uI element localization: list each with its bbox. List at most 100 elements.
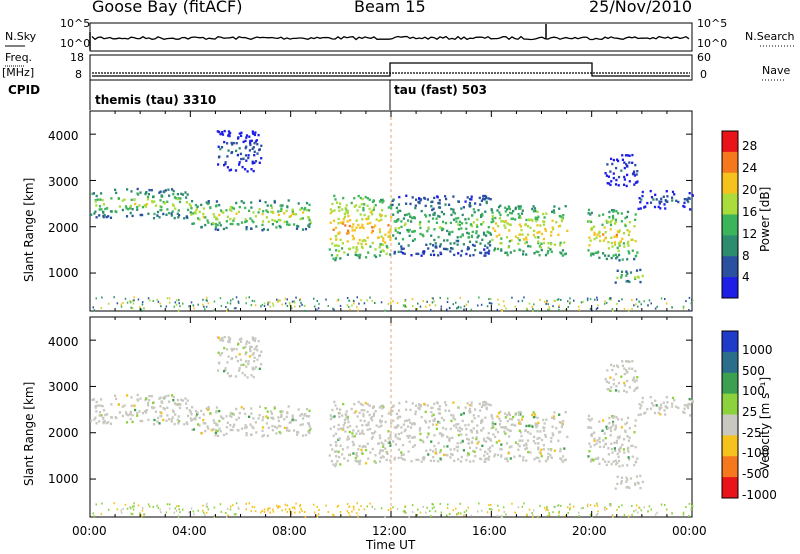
power-cell	[623, 175, 626, 179]
velocity-cell	[615, 441, 618, 444]
power-cell	[453, 212, 457, 215]
power-cell	[190, 207, 193, 210]
power-cell	[467, 232, 470, 235]
velocity-cell	[553, 411, 556, 414]
velocity-cell	[483, 439, 486, 442]
velocity-cell	[167, 394, 170, 397]
velocity-cell	[514, 424, 517, 427]
velocity-cell	[101, 502, 103, 505]
velocity-cell	[347, 437, 350, 441]
velocity-cell	[639, 407, 642, 410]
velocity-cell	[389, 459, 392, 462]
velocity-cell	[500, 515, 503, 518]
power-cell	[636, 275, 640, 278]
velocity-cell	[366, 505, 368, 508]
velocity-cell	[308, 415, 311, 418]
velocity-cell	[639, 474, 642, 478]
velocity-cell	[338, 455, 341, 459]
power-cell	[353, 300, 355, 303]
power-cell	[254, 131, 257, 134]
power-cell	[480, 303, 483, 306]
velocity-cell	[517, 411, 520, 414]
power-cell	[409, 202, 412, 206]
velocity-cell	[384, 420, 387, 424]
power-cell	[328, 248, 331, 251]
velocity-cell	[683, 411, 686, 415]
velocity-cell	[480, 429, 483, 432]
power-cell	[532, 233, 535, 237]
velocity-cell	[227, 336, 230, 339]
velocity-cell	[419, 405, 422, 408]
power-cell	[371, 226, 374, 229]
power-cell	[682, 307, 685, 310]
power-cell	[250, 227, 253, 230]
velocity-cell	[238, 338, 241, 341]
velocity-cell	[255, 345, 258, 348]
velocity-cell	[506, 420, 509, 423]
power-cell	[622, 232, 626, 235]
power-cell	[382, 237, 385, 240]
velocity-cell	[634, 445, 637, 449]
power-cell	[240, 200, 243, 203]
velocity-cell	[269, 507, 271, 510]
power-cell	[448, 231, 451, 234]
power-cell	[226, 301, 229, 304]
velocity-cell	[301, 509, 303, 512]
velocity-cell	[178, 406, 182, 410]
velocity-cell	[488, 455, 491, 458]
power-cell	[625, 163, 628, 166]
velocity-cell	[484, 416, 487, 419]
velocity-cell	[616, 508, 618, 511]
power-cell	[664, 199, 667, 202]
velocity-cell	[490, 508, 493, 511]
velocity-cell	[191, 406, 194, 409]
velocity-cell	[481, 418, 484, 422]
velocity-cell	[366, 428, 369, 431]
velocity-cell	[528, 424, 531, 427]
power-cell	[391, 203, 394, 207]
power-cell	[588, 244, 591, 247]
velocity-cell	[432, 503, 434, 506]
power-cell	[614, 183, 618, 186]
power-cell	[260, 305, 262, 308]
power-cell	[406, 228, 409, 232]
power-cell	[477, 209, 480, 212]
power-cell	[184, 191, 187, 194]
power-cell	[136, 205, 139, 209]
cpid-segment-1: themis (tau) 3310	[95, 93, 217, 107]
power-cell	[290, 305, 293, 308]
power-cell	[593, 231, 596, 234]
power-cell	[389, 229, 392, 232]
power-cell	[220, 132, 223, 135]
velocity-cell	[635, 475, 639, 478]
colorbar-frame	[721, 330, 739, 499]
power-cell	[404, 300, 406, 303]
velocity-cell	[610, 503, 612, 506]
power-cell	[402, 304, 405, 307]
velocity-cell	[180, 398, 183, 402]
power-cell	[150, 189, 153, 192]
velocity-cell	[438, 412, 442, 415]
velocity-cell	[400, 426, 403, 429]
power-cell	[478, 296, 480, 299]
velocity-cell	[613, 447, 616, 450]
velocity-cell	[499, 410, 502, 413]
velocity-cell	[95, 400, 98, 404]
power-cell	[477, 234, 480, 237]
velocity-cell	[641, 480, 644, 484]
velocity-cell	[597, 456, 600, 460]
velocity-cell	[602, 439, 605, 442]
velocity-cell	[627, 439, 630, 442]
power-cell	[493, 249, 496, 252]
power-cell	[93, 309, 96, 312]
velocity-cell	[492, 426, 495, 429]
velocity-cell	[658, 408, 661, 411]
power-cell	[202, 216, 205, 219]
power-cell	[492, 220, 495, 223]
power-cell	[402, 217, 405, 220]
velocity-cell	[127, 414, 130, 417]
power-cell	[620, 220, 623, 223]
velocity-cell	[300, 507, 302, 510]
velocity-cell	[518, 421, 521, 424]
power-cell	[102, 203, 106, 206]
